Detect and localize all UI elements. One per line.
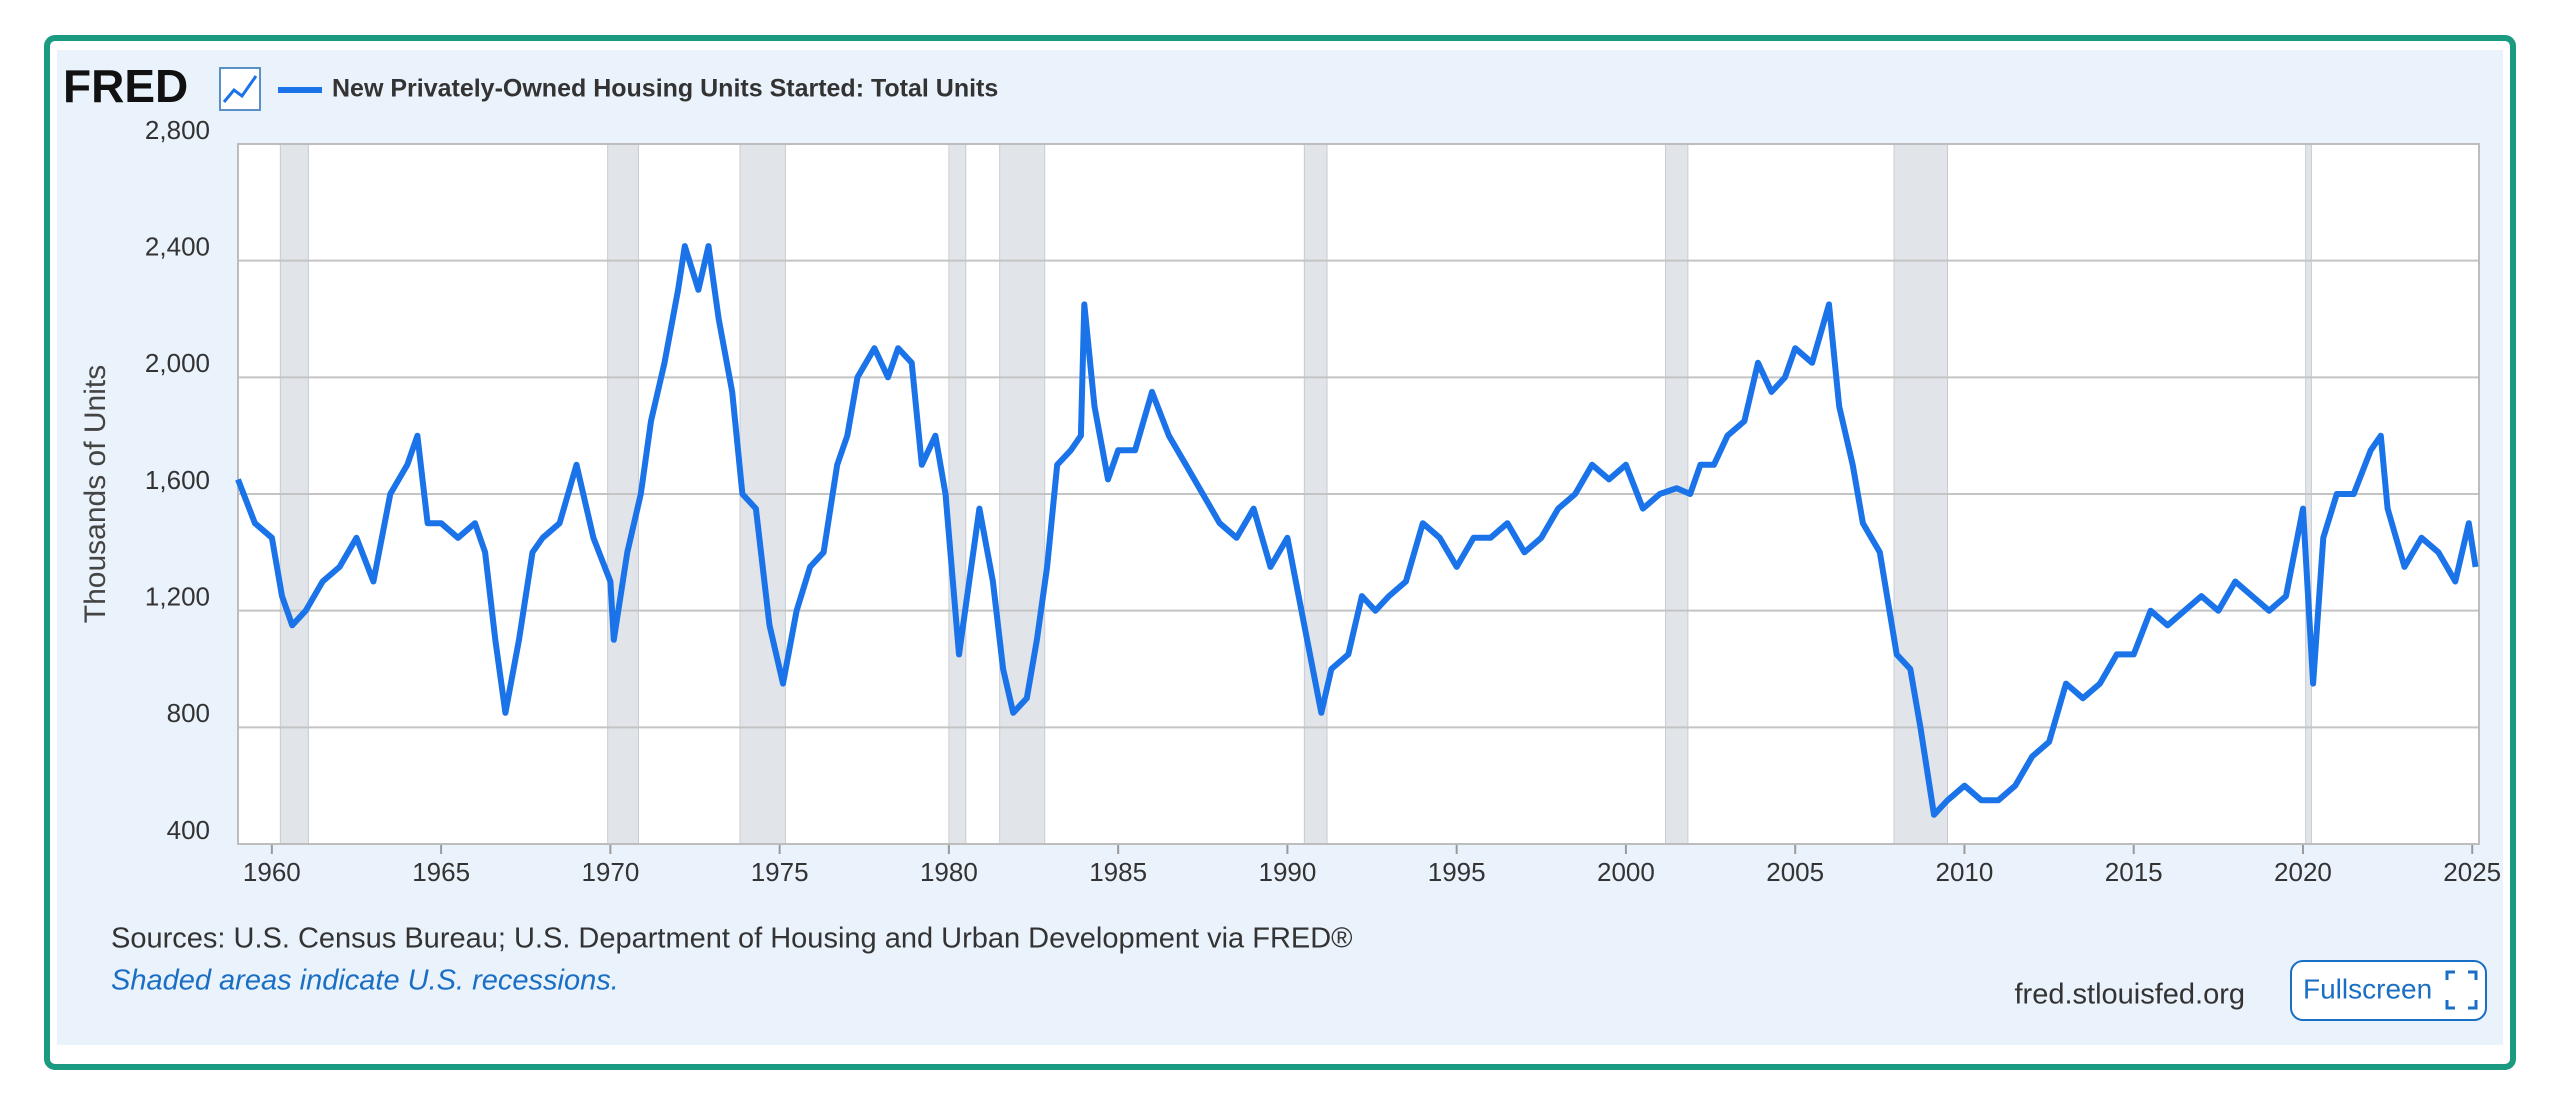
logo: FRED — [63, 60, 188, 112]
site: fred.stlouisfed.org — [2014, 979, 2245, 1011]
x-tick-label: 2010 — [1936, 857, 1994, 887]
recession-note: Shaded areas indicate U.S. recessions. — [111, 965, 619, 997]
x-tick-label: 2015 — [2105, 857, 2163, 887]
fullscreen-button[interactable] — [2290, 960, 2487, 1021]
x-tick-label: 1975 — [751, 857, 809, 887]
x-tick-label: 2020 — [2274, 857, 2332, 887]
y-tick-label: 2,800 — [145, 115, 210, 145]
logo-icon — [219, 67, 261, 111]
y-axis-title: Thousands of Units — [79, 365, 112, 623]
y-tick-label: 1,600 — [145, 465, 210, 495]
x-tick-label: 2000 — [1597, 857, 1655, 887]
x-tick-label: 1995 — [1428, 857, 1486, 887]
plot-border — [237, 143, 2480, 845]
fullscreen-label[interactable]: Fullscreen — [2303, 973, 2432, 1004]
legend-label: New Privately-Owned Housing Units Starte… — [332, 75, 998, 103]
logo-icon-line — [222, 75, 258, 103]
source: Sources: U.S. Census Bureau; U.S. Depart… — [111, 923, 1353, 955]
y-tick-label: 1,200 — [145, 582, 210, 612]
x-tick-label: 2005 — [1766, 857, 1824, 887]
series-line — [235, 243, 2479, 818]
y-tick-label: 2,400 — [145, 232, 210, 262]
y-tick-label: 400 — [167, 815, 210, 845]
x-tick-label: 1970 — [581, 857, 639, 887]
x-tick-label: 1965 — [412, 857, 470, 887]
x-tick-label: 1990 — [1258, 857, 1316, 887]
fullscreen-icon[interactable] — [2445, 970, 2478, 1010]
x-tick-label: 1960 — [243, 857, 301, 887]
x-tick-label: 1985 — [1089, 857, 1147, 887]
x-tick-label: 2025 — [2443, 857, 2501, 887]
x-tick-label: 1980 — [920, 857, 978, 887]
y-tick-label: 2,000 — [145, 348, 210, 378]
y-tick-label: 800 — [167, 698, 210, 728]
